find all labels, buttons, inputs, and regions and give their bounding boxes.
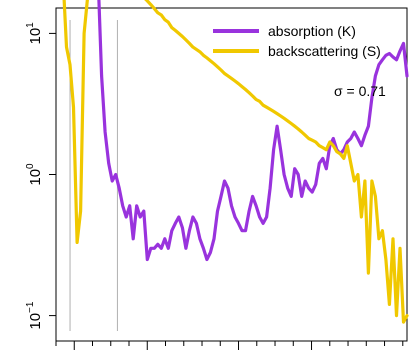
y-tick-label-0: 10−1 [25, 301, 44, 330]
legend-label-backscattering: backscattering (S) [268, 43, 381, 59]
y-axis: 10−1100101102103 [25, 22, 56, 330]
legend-label-absorption: absorption (K) [268, 23, 356, 39]
series-line-backscattering [62, 0, 409, 324]
legend: absorption (K) backscattering (S) [213, 23, 381, 59]
series-line-absorption [97, 0, 409, 262]
x-axis [55, 341, 404, 350]
y-tick-label-1: 100 [25, 163, 44, 186]
series-layer [62, 0, 409, 324]
sigma-symbol: σ [334, 83, 343, 99]
y-tick-label-2: 101 [25, 22, 44, 45]
sigma-value: = 0.71 [343, 83, 386, 99]
sigma-annotation: σ = 0.71 [334, 83, 386, 99]
